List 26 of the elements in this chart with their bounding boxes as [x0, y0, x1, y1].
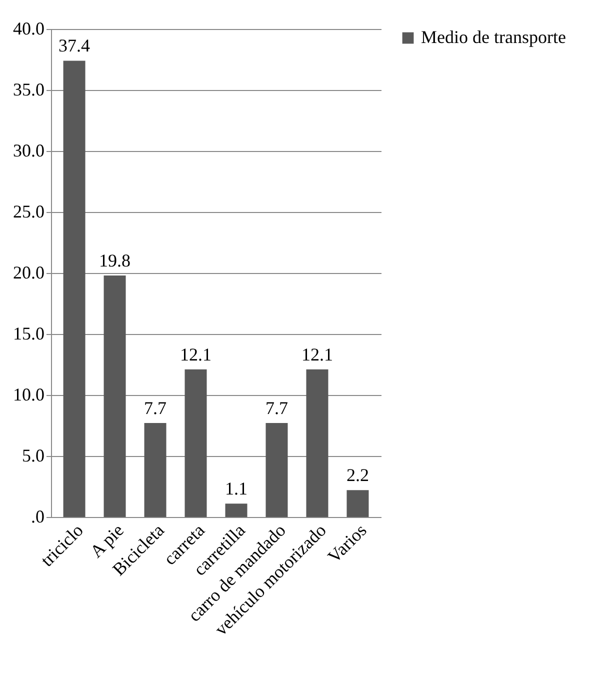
- data-label: 2.2: [346, 465, 369, 486]
- data-label: 7.7: [144, 398, 167, 418]
- bar: [266, 423, 288, 517]
- bar: [306, 369, 328, 517]
- bar: [144, 423, 166, 517]
- y-tick-label: 25.0: [13, 202, 44, 222]
- bar: [225, 504, 248, 517]
- legend-label: Medio de transporte: [421, 27, 566, 47]
- y-tick-label: 5.0: [22, 446, 44, 466]
- y-tick-label: 30.0: [13, 140, 44, 160]
- data-label: 1.1: [224, 478, 248, 499]
- y-tick-label: 20.0: [13, 262, 44, 282]
- data-label: 7.7: [265, 398, 288, 418]
- data-label: 19.8: [99, 250, 131, 270]
- y-tick-label: 35.0: [13, 80, 44, 100]
- data-label: 12.1: [301, 344, 333, 364]
- data-label: 12.1: [180, 344, 212, 364]
- bar: [63, 60, 86, 517]
- data-label: 37.4: [58, 36, 90, 56]
- y-tick-label: 40.0: [13, 18, 44, 38]
- bar: [346, 490, 369, 517]
- bar: [104, 275, 126, 517]
- y-tick-label: .0: [31, 506, 44, 526]
- y-tick-label: 15.0: [13, 324, 44, 344]
- y-tick-label: 10.0: [13, 384, 44, 404]
- bar: [184, 369, 207, 517]
